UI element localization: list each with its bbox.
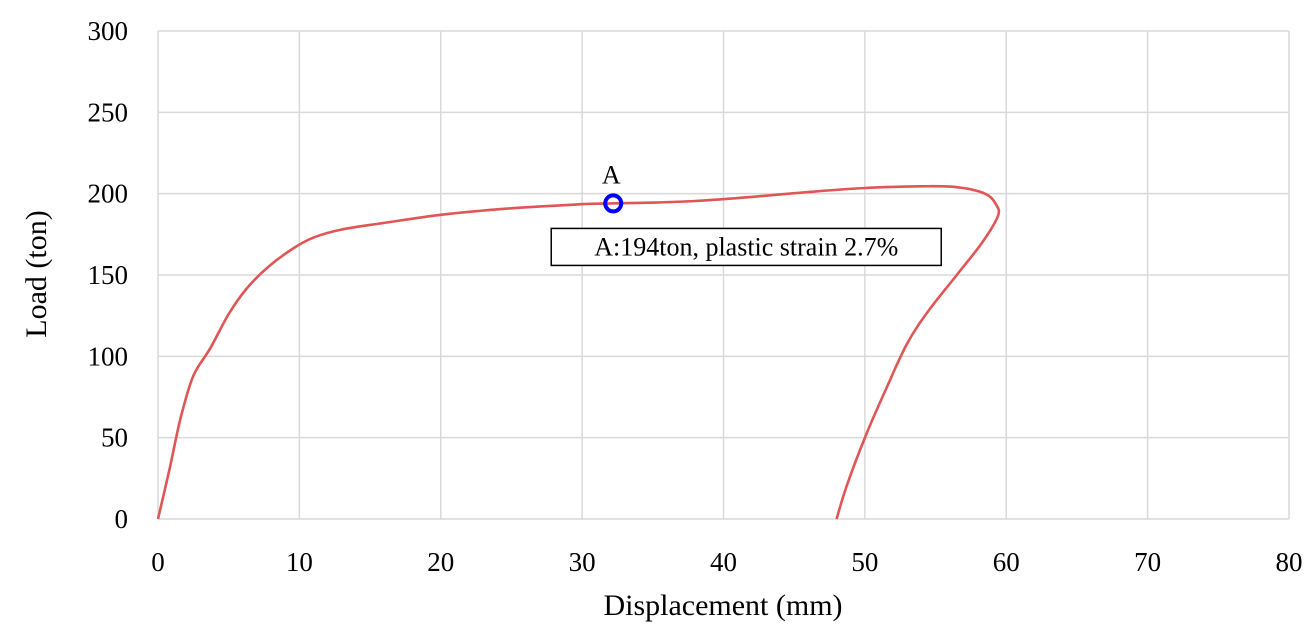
y-tick-label: 150 [88,260,129,290]
x-axis-title: Displacement (mm) [603,589,842,622]
x-tick-label: 50 [851,547,878,577]
annotations: A A:194ton, plastic strain 2.7% [550,160,942,267]
tick-labels: 0 50 100 150 200 250 300 0 10 20 30 40 50 60 70 80 [88,16,1303,577]
y-axis-title: Load (ton) [20,210,53,337]
annotation-box [550,227,942,267]
axes [157,31,1289,520]
point-a-marker [603,193,624,214]
point-a-label: A [602,160,621,189]
y-tick-label: 100 [88,341,129,371]
x-tick-label: 20 [427,547,454,577]
series [156,184,1001,520]
series-line [156,184,1001,520]
y-tick-label: 50 [101,423,128,453]
x-tick-label: 10 [286,547,313,577]
x-tick-label: 60 [993,547,1020,577]
grid [158,30,1290,519]
x-tick-label: 30 [569,547,596,577]
x-tick-label: 40 [710,547,737,577]
x-tick-label: 70 [1134,547,1161,577]
y-tick-label: 0 [115,504,129,534]
annotation-text: A:194ton, plastic strain 2.7% [594,232,898,261]
x-tick-label: 80 [1276,547,1303,577]
y-tick-label: 250 [88,97,129,127]
y-tick-label: 200 [88,179,129,209]
y-tick-label: 300 [88,16,129,46]
x-tick-label: 0 [151,547,165,577]
